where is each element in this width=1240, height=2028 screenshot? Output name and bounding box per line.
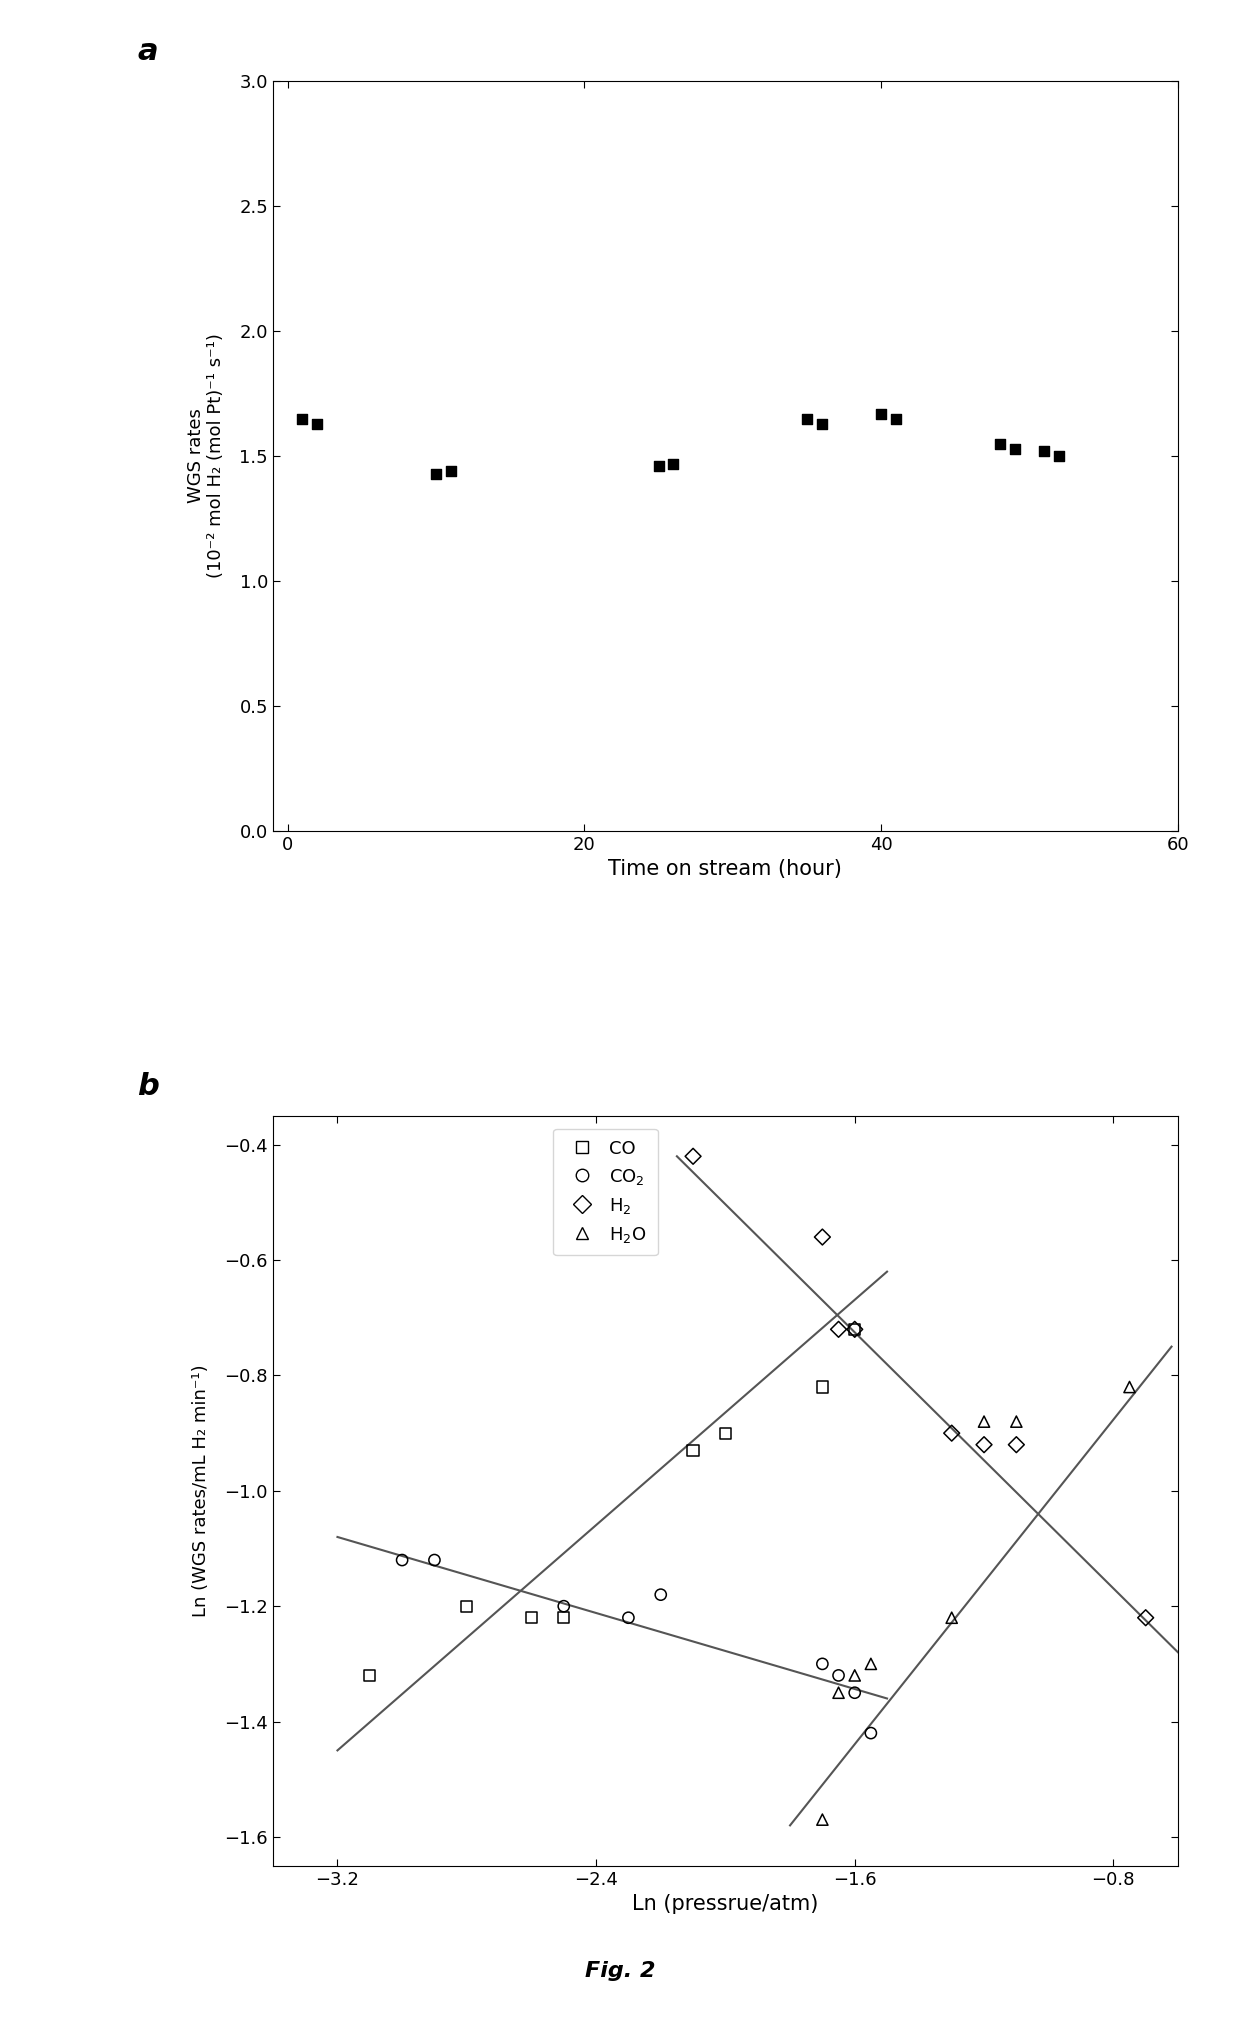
Point <box>715 1418 735 1450</box>
Point <box>861 1647 880 1679</box>
Point <box>975 1405 994 1438</box>
Point <box>392 1543 412 1576</box>
Point <box>844 1677 864 1710</box>
Point <box>975 1428 994 1460</box>
Point <box>1007 1405 1027 1438</box>
Point <box>828 1659 848 1691</box>
Point <box>812 1221 832 1253</box>
Point <box>1007 1428 1027 1460</box>
Point <box>844 1312 864 1345</box>
Point <box>828 1677 848 1710</box>
Point <box>360 1659 379 1691</box>
Point <box>619 1602 639 1635</box>
Point <box>1049 440 1069 473</box>
Point <box>522 1602 542 1635</box>
Point <box>990 428 1009 460</box>
Point <box>554 1602 574 1635</box>
Legend: CO, CO$_2$, H$_2$, H$_2$O: CO, CO$_2$, H$_2$, H$_2$O <box>553 1130 657 1255</box>
Point <box>441 454 461 487</box>
Point <box>1034 434 1054 466</box>
Text: b: b <box>138 1073 159 1101</box>
Point <box>844 1659 864 1691</box>
Point <box>1136 1602 1156 1635</box>
Point <box>812 408 832 440</box>
Point <box>308 408 327 440</box>
Point <box>663 448 683 481</box>
Point <box>828 1312 848 1345</box>
Point <box>456 1590 476 1622</box>
Y-axis label: WGS rates
(10⁻² mol H₂ (mol Pt)⁻¹ s⁻¹): WGS rates (10⁻² mol H₂ (mol Pt)⁻¹ s⁻¹) <box>186 335 226 578</box>
Point <box>424 1543 444 1576</box>
Point <box>872 397 892 430</box>
Point <box>861 1718 880 1750</box>
X-axis label: Time on stream (hour): Time on stream (hour) <box>609 860 842 880</box>
Point <box>812 1647 832 1679</box>
Point <box>649 450 668 483</box>
Point <box>683 1140 703 1172</box>
Point <box>651 1578 671 1610</box>
Point <box>1004 432 1024 464</box>
Point <box>797 402 817 434</box>
Point <box>844 1312 864 1345</box>
Point <box>683 1434 703 1466</box>
Point <box>887 402 906 434</box>
Point <box>1120 1371 1140 1403</box>
Point <box>941 1418 961 1450</box>
Point <box>293 402 312 434</box>
Point <box>812 1371 832 1403</box>
X-axis label: Ln (pressrue/atm): Ln (pressrue/atm) <box>632 1894 818 1914</box>
Point <box>427 458 446 491</box>
Y-axis label: Ln (WGS rates/mL H₂ min⁻¹): Ln (WGS rates/mL H₂ min⁻¹) <box>192 1365 211 1616</box>
Point <box>554 1590 574 1622</box>
Text: Fig. 2: Fig. 2 <box>585 1961 655 1981</box>
Point <box>941 1602 961 1635</box>
Point <box>812 1803 832 1835</box>
Text: a: a <box>138 37 157 67</box>
